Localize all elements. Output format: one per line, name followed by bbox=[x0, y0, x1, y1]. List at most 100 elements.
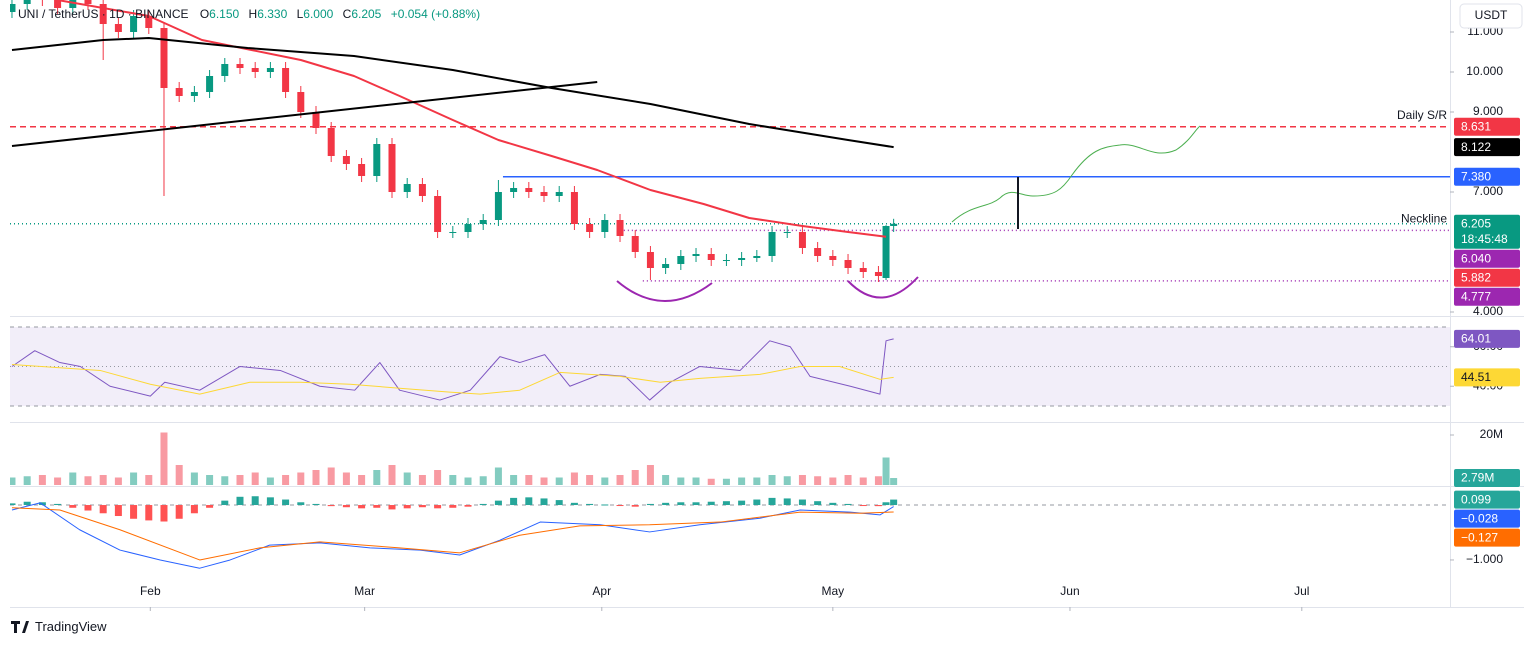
histogram-bar bbox=[190, 505, 198, 514]
histogram-bar bbox=[464, 505, 472, 507]
histogram-bar bbox=[662, 502, 670, 506]
volume-bar bbox=[388, 465, 396, 485]
volume-bar bbox=[99, 475, 107, 485]
candle-body bbox=[266, 68, 274, 72]
candle-body bbox=[616, 220, 624, 236]
histogram-bar bbox=[221, 500, 229, 506]
price-label: 4.777 bbox=[1461, 289, 1491, 303]
level-name: Daily S/R bbox=[1397, 108, 1447, 122]
currency-label[interactable]: USDT bbox=[1475, 8, 1508, 22]
volume-bar bbox=[479, 476, 487, 485]
brand-name: TradingView bbox=[35, 619, 107, 634]
volume-bar bbox=[814, 476, 822, 485]
ohlc-label: H bbox=[249, 7, 258, 21]
x-tick-label: Apr bbox=[592, 584, 611, 598]
line bbox=[11, 81, 598, 147]
line bbox=[11, 502, 894, 569]
ohlc-label: O bbox=[200, 7, 209, 21]
candle-body bbox=[54, 0, 62, 8]
histogram-bar bbox=[814, 501, 822, 506]
histogram-bar bbox=[114, 505, 122, 517]
candle-body bbox=[874, 272, 882, 276]
volume-bar bbox=[677, 477, 685, 485]
volume-bar bbox=[829, 477, 837, 485]
histogram-bar bbox=[616, 505, 624, 507]
histogram-bar bbox=[874, 505, 882, 507]
volume-bar bbox=[266, 477, 274, 485]
histogram-bar bbox=[23, 501, 31, 506]
candle-body bbox=[373, 144, 381, 176]
volume-bar bbox=[510, 475, 518, 485]
candle-body bbox=[160, 28, 168, 88]
volume-bar bbox=[707, 478, 715, 485]
line bbox=[11, 507, 894, 561]
histogram-bar bbox=[403, 505, 411, 509]
right-shoulder-arc bbox=[847, 276, 919, 299]
volume-bar bbox=[434, 470, 442, 485]
volume-bar bbox=[236, 475, 244, 485]
histogram-bar bbox=[540, 498, 548, 506]
histogram-bar bbox=[525, 497, 533, 506]
volume-bar bbox=[570, 472, 578, 485]
price-label-box bbox=[1454, 528, 1520, 547]
candle-body bbox=[586, 224, 594, 232]
candle-body bbox=[479, 220, 487, 224]
histogram-bar bbox=[342, 505, 350, 508]
volume-bar bbox=[890, 478, 898, 485]
candle-body bbox=[464, 224, 472, 232]
candle-body bbox=[570, 192, 578, 224]
histogram-bar bbox=[54, 503, 62, 506]
brand: TradingView bbox=[11, 619, 107, 634]
candle-body bbox=[707, 254, 715, 260]
volume-bar bbox=[251, 472, 259, 485]
candle-body bbox=[190, 92, 198, 96]
histogram-bar bbox=[160, 505, 168, 522]
price-label-box bbox=[1454, 138, 1520, 157]
volume-bar bbox=[342, 472, 350, 485]
candle-body bbox=[753, 256, 761, 258]
price-label: 44.51 bbox=[1461, 370, 1491, 384]
candle-body bbox=[449, 232, 457, 233]
currency-button[interactable]: USDT bbox=[1459, 3, 1523, 29]
candle-body bbox=[418, 184, 426, 196]
rsi-pane bbox=[10, 326, 1450, 407]
line bbox=[11, 364, 894, 395]
histogram-bar bbox=[236, 496, 244, 506]
candle-body bbox=[722, 260, 730, 261]
histogram-bar bbox=[449, 505, 457, 508]
volume-pane bbox=[10, 432, 898, 485]
x-tick-label: May bbox=[821, 584, 844, 598]
histogram-bar bbox=[175, 505, 183, 519]
histogram-bar bbox=[130, 505, 138, 519]
countdown: 18:45:48 bbox=[1461, 232, 1508, 246]
currency-button-bg[interactable] bbox=[1459, 3, 1523, 29]
histogram-bar bbox=[206, 505, 214, 508]
price-label: 8.122 bbox=[1461, 140, 1491, 154]
price-label-box bbox=[1454, 167, 1520, 186]
candle-body bbox=[434, 196, 442, 232]
volume-bar bbox=[646, 465, 654, 485]
level-name: Neckline bbox=[1401, 212, 1447, 226]
price-label-box bbox=[1454, 490, 1520, 509]
candle-body bbox=[692, 254, 700, 256]
histogram-bar bbox=[631, 505, 639, 507]
volume-bar bbox=[692, 477, 700, 485]
histogram-bar bbox=[829, 502, 837, 506]
candle-body bbox=[23, 0, 31, 4]
histogram-bar bbox=[753, 499, 761, 506]
y-tick-label: 10.000 bbox=[1466, 64, 1503, 78]
volume-bar bbox=[221, 476, 229, 485]
histogram-bar bbox=[601, 504, 609, 506]
volume-bar bbox=[69, 472, 77, 485]
histogram-bar bbox=[677, 502, 685, 506]
price-label: 64.01 bbox=[1461, 332, 1491, 346]
y-tick-label: 9.000 bbox=[1473, 104, 1503, 118]
candle-body bbox=[677, 256, 685, 264]
y-tick-label: 7.000 bbox=[1473, 184, 1503, 198]
histogram-bar bbox=[38, 502, 46, 506]
histogram-bar bbox=[570, 502, 578, 506]
volume-bar bbox=[464, 477, 472, 485]
x-tick-label: Feb bbox=[140, 584, 161, 598]
